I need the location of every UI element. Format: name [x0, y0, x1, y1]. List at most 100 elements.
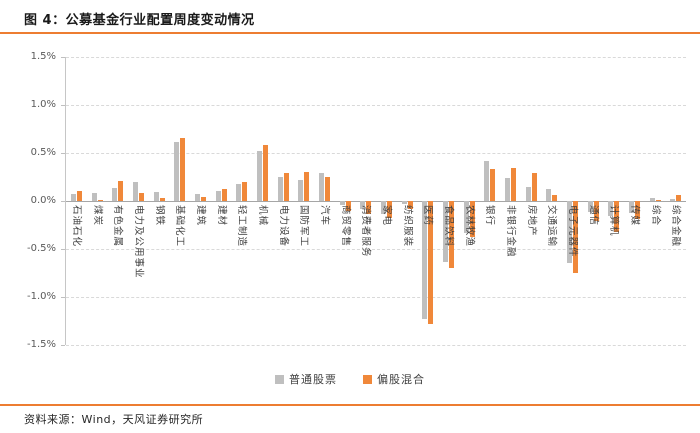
bar-equity-hybrid [324, 177, 330, 201]
bar-equity-hybrid [159, 198, 165, 201]
x-axis-label: 银行 [484, 205, 496, 227]
x-axis-label: 非银行金融 [504, 205, 516, 258]
bar-equity-hybrid [118, 180, 124, 201]
legend-item-common-stock: 普通股票 [275, 371, 337, 387]
x-axis-label: 食品饮料 [442, 205, 454, 248]
bar-equity-hybrid [200, 197, 206, 201]
y-axis-label: -1.0% [26, 291, 56, 302]
bar-common-stock [318, 173, 324, 201]
bar-equity-hybrid [428, 201, 434, 324]
bar-common-stock [256, 151, 262, 201]
x-axis-label: 石油石化 [70, 205, 82, 248]
y-axis-tick [61, 57, 65, 58]
x-axis-label: 房地产 [525, 205, 537, 237]
bar-equity-hybrid [304, 172, 310, 201]
plot-area: 1.5% 1.0% 0.5% 0.0% -0.5% -1.0% -1.5% 石油石化 煤炭 有色金… [27, 52, 686, 350]
zero-axis-line [66, 201, 686, 202]
x-axis-label: 煤炭 [91, 205, 103, 227]
bar-common-stock [380, 201, 386, 215]
y-axis-tick [61, 297, 65, 298]
bar-equity-hybrid [676, 195, 682, 201]
bar-equity-hybrid [262, 145, 268, 201]
bar-common-stock [132, 181, 138, 201]
x-axis-label: 国防军工 [298, 205, 310, 248]
legend-swatch-icon [363, 374, 372, 384]
x-axis-label: 机械 [256, 205, 268, 227]
bar-equity-hybrid [469, 201, 475, 238]
gridline [66, 249, 686, 250]
bar-equity-hybrid [138, 193, 144, 201]
bar-equity-hybrid [345, 201, 351, 211]
bar-equity-hybrid [76, 191, 82, 201]
y-axis-label: 0.5% [30, 147, 56, 158]
bar-common-stock [298, 179, 304, 201]
bar-equity-hybrid [366, 201, 372, 215]
y-axis-tick [61, 105, 65, 106]
x-axis-label: 轻工制造 [236, 205, 248, 248]
bar-common-stock [442, 201, 448, 263]
bar-common-stock [525, 186, 531, 201]
bar-common-stock [91, 193, 97, 201]
bar-common-stock [504, 177, 510, 201]
bar-common-stock [153, 192, 159, 201]
y-axis-label: -1.5% [26, 339, 56, 350]
bar-common-stock [401, 201, 407, 204]
y-axis-tick [61, 249, 65, 250]
bar-common-stock [463, 201, 469, 233]
bar-common-stock [546, 188, 552, 201]
x-axis-label: 计算机 [608, 205, 620, 237]
gridline [66, 297, 686, 298]
x-axis-label: 医药 [422, 205, 434, 227]
bar-common-stock [236, 183, 242, 201]
x-axis-label: 电子元器件 [566, 205, 578, 258]
gridline [66, 153, 686, 154]
bar-chart: 1.5% 1.0% 0.5% 0.0% -0.5% -1.0% -1.5% 石油石化 煤炭 有色金… [0, 33, 700, 393]
y-axis-tick [61, 201, 65, 202]
bar-common-stock [670, 199, 676, 201]
x-axis-label: 有色金属 [112, 205, 124, 248]
x-axis-label: 电力及公用事业 [132, 205, 144, 279]
y-axis-label: 1.5% [30, 51, 56, 62]
bar-equity-hybrid [283, 173, 289, 201]
x-axis-label: 综合金融 [670, 205, 682, 248]
legend-item-equity-hybrid: 偏股混合 [363, 371, 425, 387]
bar-common-stock [339, 201, 345, 205]
source-note: 资料来源：Wind，天风证券研究所 [24, 413, 204, 426]
gridline [66, 105, 686, 106]
y-axis-tick [61, 153, 65, 154]
y-axis-label: -0.5% [26, 243, 56, 254]
bar-common-stock [484, 160, 490, 201]
y-axis-label: 1.0% [30, 99, 56, 110]
legend-swatch-icon [275, 374, 284, 384]
bar-common-stock [277, 177, 283, 201]
x-axis-label: 电力设备 [277, 205, 289, 248]
bar-equity-hybrid [552, 195, 558, 201]
chart-title: 图 4：公募基金行业配置周度变动情况 [24, 13, 255, 28]
bar-common-stock [566, 201, 572, 264]
bar-common-stock [422, 201, 428, 320]
bar-equity-hybrid [510, 168, 516, 201]
chart-legend: 普通股票 偏股混合 [0, 369, 700, 389]
x-axis-label: 农林牧渔 [463, 205, 475, 248]
bar-common-stock [649, 198, 655, 201]
x-axis-label: 建材 [215, 205, 227, 227]
x-axis-label: 商贸零售 [339, 205, 351, 248]
x-axis-label: 纺织服装 [401, 205, 413, 248]
bar-equity-hybrid [180, 137, 186, 201]
bar-equity-hybrid [97, 200, 103, 202]
x-axis-label: 传媒 [628, 205, 640, 227]
bar-equity-hybrid [531, 173, 537, 201]
bar-common-stock [70, 194, 76, 201]
source-divider [0, 404, 700, 406]
bar-equity-hybrid [634, 201, 640, 220]
x-axis-label: 汽车 [318, 205, 330, 227]
bar-common-stock [608, 201, 614, 217]
x-axis-label: 消费者服务 [360, 205, 372, 258]
x-axis-label: 通信 [587, 205, 599, 227]
x-axis-label: 家电 [380, 205, 392, 227]
bar-equity-hybrid [221, 189, 227, 201]
title-underline [0, 32, 700, 34]
legend-label: 普通股票 [289, 373, 337, 386]
x-axis-label: 建筑 [194, 205, 206, 227]
bar-equity-hybrid [572, 201, 578, 273]
